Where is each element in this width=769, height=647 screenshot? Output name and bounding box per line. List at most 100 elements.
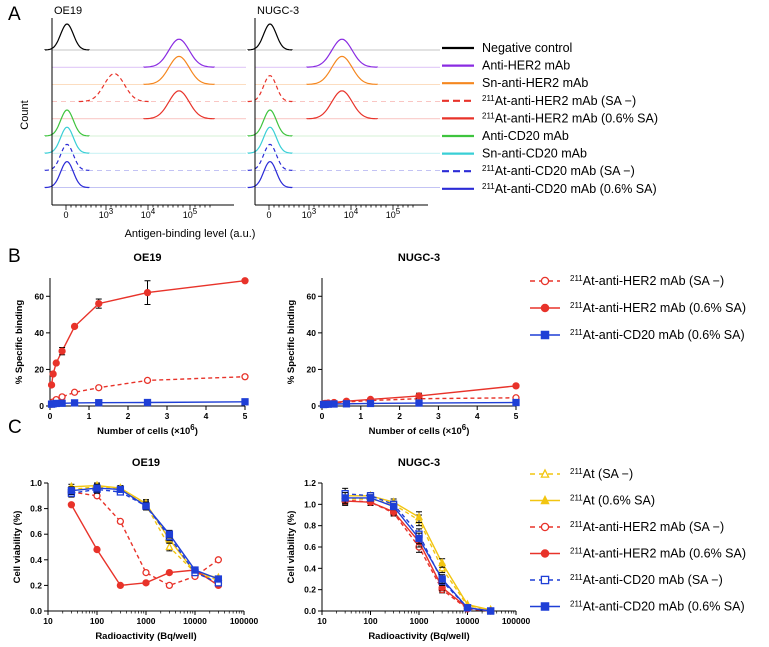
histogram-curve — [247, 74, 293, 103]
data-point — [512, 382, 520, 390]
x-axis-label: Number of cells (×106) — [369, 423, 470, 437]
y-tick-label: 0.6 — [30, 529, 42, 539]
panel-letter-c: C — [8, 417, 22, 438]
panel-letter-b: B — [8, 246, 21, 267]
legend-label: 211At-anti-CD20 mAb (SA −) — [570, 573, 723, 587]
data-point — [116, 581, 125, 590]
x-axis-label: Radioactivity (Bq/well) — [368, 631, 469, 642]
data-point — [67, 501, 76, 509]
series — [319, 398, 520, 409]
legend-label: Anti-CD20 mAb — [482, 129, 569, 143]
legend-label: 211At-anti-CD20 mAb (0.6% SA) — [570, 328, 745, 342]
data-point — [366, 399, 375, 408]
data-point — [116, 517, 125, 526]
legend-label: Sn-anti-CD20 mAb — [482, 147, 587, 161]
x-tick-label: 1000 — [137, 616, 156, 626]
data-point — [165, 542, 174, 551]
y-tick-label: 0 — [39, 401, 44, 411]
data-point — [414, 512, 424, 521]
data-point — [512, 398, 520, 407]
data-point — [540, 303, 550, 313]
data-point — [143, 398, 152, 407]
data-point — [324, 400, 332, 408]
chart-b-nugc3: NUGC-3 0 20 40 60 0 1 2 3 4 5 Number of cells (×106… — [286, 252, 520, 437]
data-point — [486, 607, 495, 615]
chart-title: NUGC-3 — [398, 252, 440, 264]
y-tick-label: 1.0 — [30, 478, 42, 488]
data-point — [241, 398, 249, 406]
series — [341, 487, 495, 615]
chart-c-oe19: OE19 0.0 0.2 0.4 0.6 0.8 1.0 10 100 1000 10000 1000… — [12, 457, 258, 642]
cell-line-title: OE19 — [54, 5, 82, 17]
data-point — [389, 502, 398, 511]
series-line — [345, 495, 491, 611]
data-point — [540, 602, 550, 611]
data-point — [116, 485, 125, 494]
data-point — [241, 373, 249, 381]
series — [47, 277, 249, 389]
x-tick-label: 0 — [63, 210, 68, 220]
legend-label: 211At (SA −) — [570, 467, 633, 481]
x-tick-label: 100000 — [230, 616, 259, 626]
y-tick-label: 40 — [35, 328, 45, 338]
y-axis-label: Count — [19, 100, 31, 129]
x-tick-label: 2 — [397, 411, 402, 421]
y-tick-label: 60 — [35, 291, 45, 301]
x-tick-label: 104 — [344, 207, 359, 220]
y-axis-label: % Specific binding — [286, 300, 297, 385]
x-tick-label: 103 — [302, 207, 317, 220]
y-tick-label: 40 — [307, 328, 317, 338]
x-axis-label: Radioactivity (Bq/well) — [95, 631, 196, 642]
x-tick-label: 10 — [43, 616, 53, 626]
series-line — [50, 280, 246, 386]
histogram-curve — [78, 72, 151, 103]
y-tick-label: 0.6 — [304, 542, 316, 552]
histogram-curve — [143, 55, 215, 85]
y-tick-label: 0.8 — [304, 521, 316, 531]
data-point — [142, 502, 150, 510]
data-point — [52, 359, 60, 367]
legend-label: 211At-anti-CD20 mAb (SA −) — [482, 164, 635, 178]
legend-label: Sn-anti-HER2 mAb — [482, 76, 588, 90]
histogram-curve — [306, 55, 379, 85]
x-tick-label: 103 — [99, 207, 114, 220]
y-tick-label: 0.2 — [30, 580, 42, 590]
y-tick-label: 20 — [307, 364, 317, 374]
y-tick-label: 0.4 — [30, 555, 42, 565]
y-tick-label: 0.0 — [304, 606, 316, 616]
data-point — [540, 575, 550, 585]
y-tick-label: 0.8 — [30, 504, 42, 514]
data-point — [95, 384, 103, 392]
histogram-curve — [143, 90, 215, 120]
legend-label: Negative control — [482, 41, 572, 55]
legend-label: Anti-HER2 mAb — [482, 59, 570, 73]
chart-title: NUGC-3 — [398, 457, 440, 469]
data-point — [415, 392, 423, 400]
data-point — [540, 494, 550, 505]
x-tick-label: 105 — [183, 207, 198, 220]
x-tick-label: 5 — [514, 411, 519, 421]
x-tick-label: 100 — [90, 616, 104, 626]
x-tick-label: 1 — [87, 411, 92, 421]
legend-label: 211At-anti-HER2 mAb (SA −) — [482, 94, 636, 108]
data-point — [165, 581, 174, 590]
data-point — [143, 376, 152, 385]
legend-label: 211At-anti-HER2 mAb (0.6% SA) — [570, 301, 746, 315]
data-point — [342, 400, 351, 408]
data-point — [341, 494, 349, 502]
x-tick-label: 0 — [320, 411, 325, 421]
series — [67, 480, 223, 581]
data-point — [70, 322, 79, 331]
chart-b-oe19: OE19 0 20 40 60 0 1 2 3 4 5 Number of cells (×106)%… — [14, 252, 249, 437]
panel-letter-a: A — [8, 4, 21, 25]
legend-label: 211At-anti-HER2 mAb (SA −) — [570, 520, 724, 534]
x-tick-label: 104 — [141, 207, 156, 220]
histogram-curve — [44, 143, 90, 171]
x-tick-label: 3 — [165, 411, 170, 421]
y-tick-label: 0.0 — [30, 606, 42, 616]
legend-label: 211At-anti-CD20 mAb (0.6% SA) — [482, 182, 657, 196]
series — [341, 492, 495, 615]
x-tick-label: 4 — [204, 411, 209, 421]
data-point — [58, 393, 66, 401]
